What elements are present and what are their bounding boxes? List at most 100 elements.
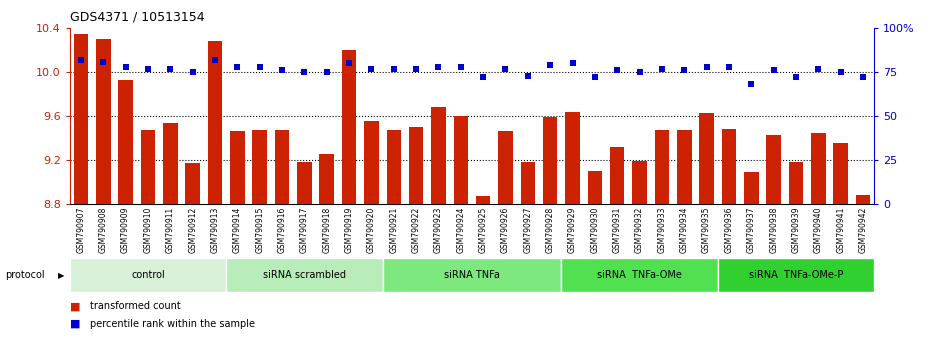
Text: GSM790936: GSM790936 [724, 206, 734, 253]
Bar [432, 107, 445, 204]
Point [408, 66, 423, 72]
Text: GSM790926: GSM790926 [501, 206, 510, 253]
Point [744, 81, 759, 87]
Text: GSM790923: GSM790923 [434, 206, 443, 253]
Bar [476, 196, 490, 204]
Text: GSM790931: GSM790931 [613, 206, 622, 253]
Bar [230, 131, 245, 204]
Text: GSM790920: GSM790920 [367, 206, 376, 253]
Bar [565, 112, 579, 204]
Point [565, 61, 580, 66]
Bar [382, 258, 562, 292]
Text: GSM790928: GSM790928 [546, 206, 554, 252]
Point [73, 57, 88, 63]
Point [789, 75, 804, 80]
Bar [140, 130, 155, 204]
Text: GSM790933: GSM790933 [658, 206, 667, 253]
Text: siRNA scrambled: siRNA scrambled [263, 270, 346, 280]
Point [252, 64, 267, 70]
Bar [562, 258, 718, 292]
Bar [699, 113, 714, 204]
Point [185, 69, 200, 75]
Text: GSM790922: GSM790922 [412, 206, 420, 252]
Text: GSM790940: GSM790940 [814, 206, 823, 253]
Text: siRNA TNFa: siRNA TNFa [444, 270, 500, 280]
Point [811, 66, 826, 72]
Bar [744, 172, 759, 204]
Point [766, 68, 781, 73]
Text: ■: ■ [70, 319, 80, 329]
Bar [365, 121, 379, 204]
Bar [833, 143, 848, 204]
Bar [70, 258, 226, 292]
Bar [498, 131, 512, 204]
Bar [722, 129, 737, 204]
Point [118, 64, 133, 70]
Bar [252, 130, 267, 204]
Bar [588, 171, 602, 204]
Text: GSM790927: GSM790927 [524, 206, 532, 253]
Point [476, 75, 491, 80]
Bar [766, 135, 781, 204]
Text: transformed count: transformed count [90, 301, 181, 311]
Text: GSM790917: GSM790917 [299, 206, 309, 253]
Point [498, 66, 513, 72]
Text: control: control [131, 270, 165, 280]
Point [207, 57, 222, 63]
Bar [811, 133, 826, 204]
Text: siRNA  TNFa-OMe: siRNA TNFa-OMe [597, 270, 682, 280]
Text: GSM790921: GSM790921 [390, 206, 398, 252]
Bar [163, 122, 178, 204]
Point [297, 69, 312, 75]
Bar [718, 258, 874, 292]
Point [521, 73, 536, 79]
Bar [610, 147, 624, 204]
Point [453, 64, 468, 70]
Text: GSM790942: GSM790942 [858, 206, 868, 253]
Text: GSM790914: GSM790914 [232, 206, 242, 253]
Text: GSM790910: GSM790910 [143, 206, 153, 253]
Text: GSM790938: GSM790938 [769, 206, 778, 253]
Text: GSM790934: GSM790934 [680, 206, 689, 253]
Point [319, 69, 334, 75]
Bar [342, 50, 356, 204]
Bar [789, 162, 804, 204]
Bar [387, 130, 401, 204]
Text: GSM790924: GSM790924 [457, 206, 465, 253]
Bar [543, 117, 557, 204]
Point [140, 66, 155, 72]
Point [610, 68, 625, 73]
Point [230, 64, 245, 70]
Bar [226, 258, 382, 292]
Text: siRNA  TNFa-OMe-P: siRNA TNFa-OMe-P [749, 270, 844, 280]
Point [699, 64, 714, 70]
Text: GSM790909: GSM790909 [121, 206, 130, 253]
Text: GSM790941: GSM790941 [836, 206, 845, 253]
Text: percentile rank within the sample: percentile rank within the sample [90, 319, 255, 329]
Bar [320, 154, 334, 204]
Text: GSM790913: GSM790913 [210, 206, 219, 253]
Text: GSM790935: GSM790935 [702, 206, 711, 253]
Text: GSM790919: GSM790919 [345, 206, 353, 253]
Text: GSM790916: GSM790916 [277, 206, 286, 253]
Bar [185, 163, 200, 204]
Text: GSM790915: GSM790915 [255, 206, 264, 253]
Bar [632, 161, 647, 204]
Text: GSM790911: GSM790911 [166, 206, 175, 252]
Text: GSM790937: GSM790937 [747, 206, 756, 253]
Bar [118, 80, 133, 204]
Text: GSM790930: GSM790930 [591, 206, 599, 253]
Text: protocol: protocol [5, 270, 45, 280]
Point [722, 64, 737, 70]
Point [431, 64, 445, 70]
Text: GSM790912: GSM790912 [188, 206, 197, 252]
Point [655, 66, 670, 72]
Point [341, 61, 356, 66]
Bar [207, 41, 222, 204]
Bar [454, 116, 468, 204]
Bar [73, 34, 88, 204]
Text: ▶: ▶ [58, 271, 64, 280]
Point [833, 69, 848, 75]
Point [543, 62, 558, 68]
Bar [274, 130, 289, 204]
